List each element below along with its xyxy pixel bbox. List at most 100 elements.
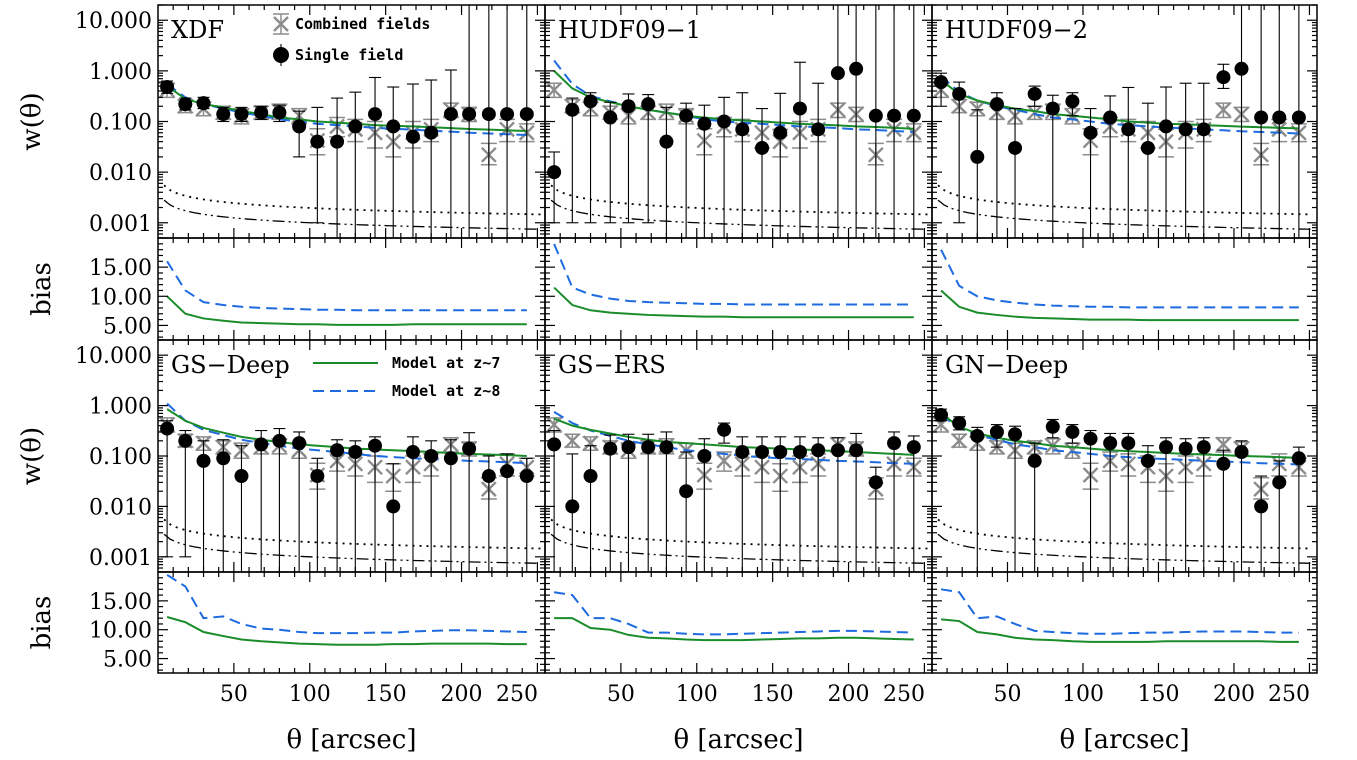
bias-tick-label: 10.00 (89, 285, 152, 310)
x-tick-label: 50 (993, 682, 1021, 707)
wtheta-plot (933, 408, 1313, 572)
single-field-point (1065, 94, 1080, 109)
single-field-point (1140, 140, 1155, 155)
panel-5: 50 100 150 200 250 θ [arcsec] GN−Deep (931, 339, 1318, 755)
combined-field-point (969, 100, 986, 117)
single-field-point (679, 484, 694, 499)
single-field-point (906, 440, 921, 455)
combined-field-point (546, 82, 562, 98)
combined-field-point (1215, 436, 1232, 453)
single-field-point (443, 107, 458, 122)
single-field-point (934, 75, 949, 90)
panel-label: GS−ERS (558, 351, 666, 379)
bias-z7-line (553, 286, 914, 319)
single-field-point (1178, 122, 1193, 137)
single-field-point (1008, 427, 1023, 442)
wtheta-tick-label: 0.100 (89, 445, 152, 470)
model-z8-line (166, 402, 527, 465)
single-field-point (1216, 456, 1231, 471)
model-z8-line (166, 83, 527, 137)
single-field-point (697, 449, 712, 463)
bias-z7-line (166, 295, 527, 326)
single-field-point (254, 437, 269, 452)
legend-combined-label: Combined fields (295, 15, 430, 33)
single-field-point (330, 443, 345, 458)
bias-frame (931, 571, 1318, 674)
single-field-point (386, 499, 401, 514)
x-axis-title: θ [arcsec] (287, 725, 417, 755)
wtheta-tick-label: 0.010 (89, 161, 152, 186)
single-field-point (868, 475, 883, 490)
combined-field-point (951, 432, 968, 449)
single-field-point (1196, 440, 1211, 455)
bias-z8-line (553, 591, 914, 636)
panel-label: HUDF09−2 (945, 16, 1088, 44)
bias-plot (940, 588, 1299, 643)
combined-field-point (564, 432, 581, 449)
single-field-point (1254, 110, 1269, 125)
panel-label: XDF (171, 16, 224, 44)
bias-frame (544, 571, 933, 674)
single-field-point (1272, 475, 1287, 490)
legend-model8-label: Model at z~8 (392, 382, 500, 400)
single-field-point (970, 149, 985, 164)
single-field-point (849, 443, 864, 458)
wtheta-plot (159, 402, 541, 572)
single-field-point (292, 436, 307, 451)
x-axis-title: θ [arcsec] (674, 725, 804, 755)
bias-z7-line (554, 617, 914, 642)
bias-tick-label: 5.00 (103, 314, 152, 339)
single-field-point (1272, 110, 1287, 125)
single-field-point (735, 445, 750, 460)
single-field-point (405, 129, 420, 144)
single-field-point (160, 80, 175, 95)
panel-1: HUDF09−1 (544, 4, 933, 341)
x-tick-label: 200 (1213, 682, 1255, 707)
legend-single-label: Single field (295, 46, 403, 64)
bias-frame (157, 571, 546, 674)
single-field-point (659, 134, 674, 149)
bias-plot (940, 249, 1299, 322)
single-field-point (1196, 122, 1211, 137)
single-field-point (868, 108, 883, 123)
wtheta-axis-title: w(θ) (17, 427, 47, 485)
x-tick-label: 200 (441, 682, 483, 707)
wtheta-tick-label: 10.000 (75, 9, 152, 34)
single-field-point (1291, 451, 1306, 466)
panel-2: HUDF09−2 (931, 4, 1318, 341)
x-tick-label: 100 (1062, 682, 1104, 707)
single-field-point (1178, 441, 1193, 456)
single-field-point (1065, 424, 1080, 439)
dash-dot-reference-line (163, 533, 541, 564)
single-field-point (330, 134, 345, 149)
single-field-point (565, 499, 580, 514)
single-field-point (234, 107, 249, 122)
dotted-reference-line (163, 184, 541, 216)
x-tick-label: 100 (676, 682, 718, 707)
wtheta-tick-label: 1.000 (89, 60, 152, 85)
single-field-point (659, 440, 674, 455)
bias-plot (166, 574, 527, 646)
combined-field-point (716, 453, 732, 469)
x-axis-title: θ [arcsec] (1060, 725, 1190, 755)
single-field-point (547, 437, 562, 452)
single-field-point (481, 107, 496, 122)
single-field-point (970, 428, 985, 443)
single-field-point (462, 107, 477, 122)
bias-tick-label: 15.00 (89, 590, 152, 615)
wtheta-tick-label: 0.010 (89, 495, 152, 520)
bias-plot (553, 591, 914, 642)
bias-z8-line (940, 249, 1299, 309)
single-field-point (310, 134, 325, 149)
single-field-point (1045, 101, 1060, 116)
single-field-point (755, 445, 770, 460)
single-field-point (887, 436, 902, 451)
panel-3: 0.001 0.010 0.100 1.000 10.000 5.00 10.00 15.00… (17, 339, 546, 755)
single-field-point (583, 469, 598, 484)
bias-z7-line (940, 289, 1299, 322)
x-tick-label: 250 (1268, 682, 1310, 707)
x-tick-label: 250 (496, 682, 538, 707)
bias-tick-label: 5.00 (103, 648, 152, 673)
